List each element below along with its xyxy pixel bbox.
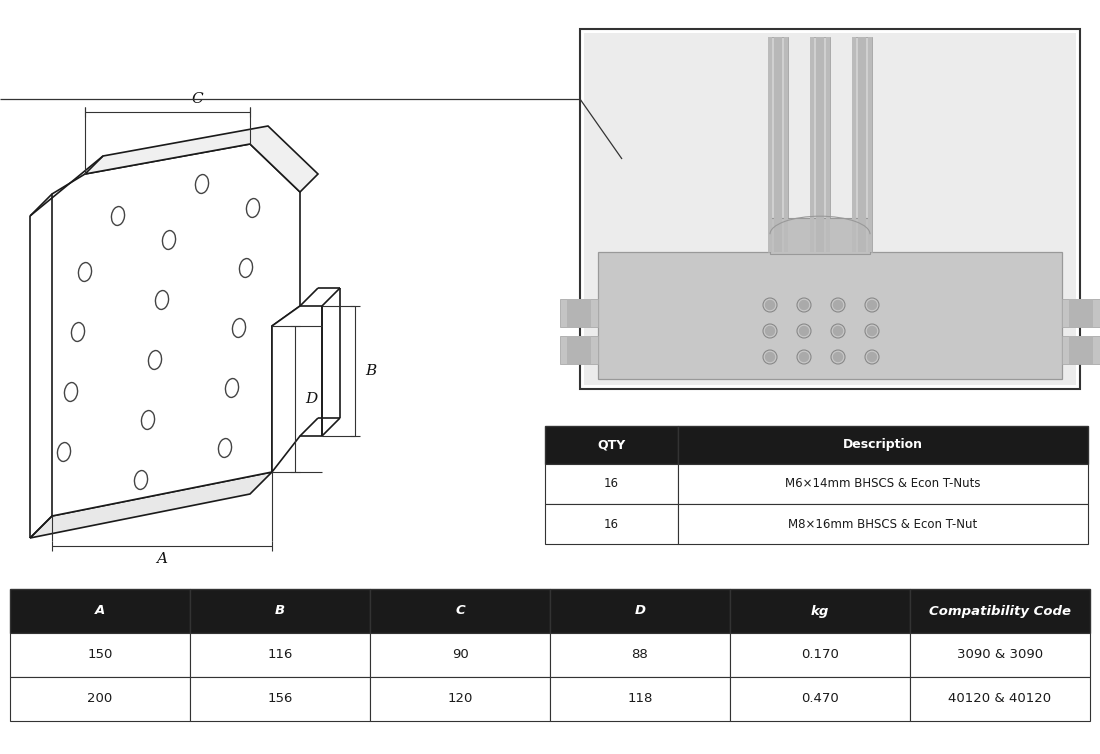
Bar [544,426,678,464]
Polygon shape [30,472,272,538]
Text: 88: 88 [631,648,648,661]
Text: B: B [365,364,376,378]
Text: D: D [635,605,646,618]
Text: 120: 120 [448,692,473,706]
Bar [544,504,678,544]
Circle shape [834,326,843,336]
Bar [678,504,1088,544]
Text: M8×16mm BHSCS & Econ T-Nut: M8×16mm BHSCS & Econ T-Nut [789,517,978,531]
Bar [10,633,190,677]
Text: 3090 & 3090: 3090 & 3090 [957,648,1043,661]
Circle shape [800,301,808,309]
Bar [190,677,370,721]
Bar [784,37,788,252]
Circle shape [868,353,877,361]
Bar [730,589,910,633]
Bar [598,252,1062,379]
Bar [910,589,1090,633]
Bar [550,677,730,721]
Bar [190,633,370,677]
Text: C: C [191,92,204,106]
Text: A: A [156,552,167,566]
Bar [580,29,1080,389]
Bar [858,37,866,252]
Polygon shape [52,144,300,516]
Bar [370,633,550,677]
Bar [816,37,824,252]
Bar [190,589,370,633]
Circle shape [766,353,774,361]
Text: 16: 16 [604,477,619,491]
Bar [678,426,1088,464]
Bar [584,33,1076,385]
Text: 0.170: 0.170 [801,648,839,661]
Bar [770,218,870,254]
Circle shape [766,326,774,336]
Bar [810,37,830,252]
Text: C: C [455,605,465,618]
Bar [910,633,1090,677]
Text: A: A [95,605,106,618]
Circle shape [868,301,877,309]
Bar [730,677,910,721]
Bar [10,677,190,721]
Bar [1062,299,1100,327]
Bar [566,336,591,364]
Text: 40120 & 40120: 40120 & 40120 [948,692,1052,706]
Text: B: B [275,605,285,618]
Bar [566,299,591,327]
Circle shape [800,353,808,361]
Text: 150: 150 [87,648,112,661]
Bar [550,633,730,677]
Text: 156: 156 [267,692,293,706]
Bar [370,677,550,721]
Text: 90: 90 [452,648,469,661]
Bar [370,589,550,633]
Bar [560,299,598,327]
Circle shape [834,301,843,309]
Bar [544,464,678,504]
Text: Description: Description [843,439,923,452]
Bar [1069,336,1093,364]
Circle shape [868,326,877,336]
Bar [852,37,872,252]
Polygon shape [272,306,322,472]
Bar [768,37,788,252]
Polygon shape [85,126,318,192]
Bar [678,464,1088,504]
Bar [1069,299,1093,327]
Text: 118: 118 [627,692,652,706]
Bar [550,589,730,633]
Bar [810,37,814,252]
Circle shape [834,353,843,361]
Bar [774,37,782,252]
Text: D: D [305,392,317,406]
Bar [1062,336,1100,364]
Bar [910,677,1090,721]
Text: kg: kg [811,605,829,618]
Circle shape [766,301,774,309]
Text: Compatibility Code: Compatibility Code [930,605,1071,618]
Bar [768,37,772,252]
Bar [826,37,830,252]
Bar [560,336,598,364]
Text: 0.470: 0.470 [801,692,839,706]
Text: M6×14mm BHSCS & Econ T-Nuts: M6×14mm BHSCS & Econ T-Nuts [785,477,981,491]
Text: 16: 16 [604,517,619,531]
Text: 116: 116 [267,648,293,661]
Bar [868,37,872,252]
Bar [852,37,856,252]
Circle shape [800,326,808,336]
Bar [730,633,910,677]
Text: 200: 200 [87,692,112,706]
Bar [10,589,190,633]
Text: QTY: QTY [597,439,626,452]
